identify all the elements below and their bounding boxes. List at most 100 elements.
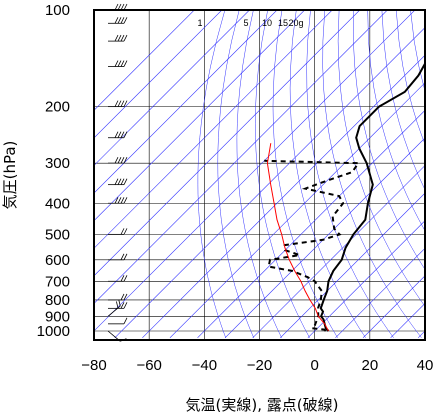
dry-adiabat-line: [367, 10, 425, 232]
barb-feather: [120, 34, 125, 42]
barb-feather: [117, 100, 122, 107]
wind-barb: [108, 178, 128, 186]
y-tick-label: 900: [45, 308, 70, 325]
barb-feather: [120, 302, 125, 309]
wind-barb: [108, 131, 128, 139]
wind-barb: [108, 253, 128, 261]
barb-feather: [114, 60, 119, 67]
barb-feather: [116, 301, 119, 309]
barb-feather: [123, 197, 128, 204]
dry-adiabat-line: [337, 10, 425, 307]
y-tick-label: 500: [45, 226, 70, 243]
wind-barb: [108, 302, 128, 309]
barb-feather: [114, 178, 119, 185]
isotherm-line: [114, 27, 425, 339]
isotherm-line: [94, 10, 388, 304]
temperature-line: [319, 61, 425, 332]
wind-barb: [108, 156, 128, 164]
isotherm-line: [94, 10, 278, 194]
y-tick-label: 800: [45, 292, 70, 309]
x-axis-title: 気温(実線), 露点(破線): [186, 396, 339, 412]
isotherm-line: [94, 10, 333, 249]
dry-adiabat-line: [424, 10, 425, 14]
dry-adiabat-line: [381, 10, 425, 191]
wind-barb: [108, 60, 128, 67]
isotherm-line: [94, 10, 223, 139]
barb-feather: [120, 60, 125, 67]
barb-feather: [123, 156, 128, 164]
dry-adiabat-line: [236, 10, 282, 338]
barb-feather: [120, 197, 125, 204]
barb-feather: [123, 317, 128, 325]
barb-feather: [120, 293, 125, 301]
barb-feather: [123, 253, 128, 260]
barb-feather: [117, 17, 122, 24]
barb-feather: [118, 299, 121, 307]
x-tick-labels: −80 −60 −40 −20 0 20 40: [81, 357, 433, 374]
barb-feather: [123, 228, 128, 235]
y-tick-label: 700: [45, 273, 70, 290]
isotherm-line: [142, 54, 425, 339]
barb-feather: [114, 131, 119, 138]
barb-feather: [123, 293, 128, 301]
barb-shaft: [107, 305, 121, 317]
dry-adiabat-line: [395, 10, 425, 145]
barb-feather: [117, 178, 122, 185]
dry-adiabat-line: [197, 10, 226, 338]
wind-barb: [108, 275, 128, 282]
y-tick-label: 300: [45, 155, 70, 172]
series-layer: [264, 61, 425, 332]
isotherm-lines: [94, 10, 425, 339]
wind-barb: [108, 197, 128, 204]
barb-feather: [123, 60, 128, 67]
dry-adiabat-line: [217, 10, 254, 338]
dry-adiabat-line: [289, 10, 366, 338]
y-tick-label: 100: [45, 2, 70, 19]
barb-feather: [117, 34, 122, 42]
dry-adiabat-line: [353, 10, 425, 270]
barb-feather: [123, 178, 128, 185]
mixing-ratio-labels: 1 5 10 15 20g: [197, 18, 303, 28]
barb-feather: [123, 302, 128, 309]
isotherm-line: [335, 247, 425, 339]
barb-feather: [120, 228, 125, 235]
barb-feather: [114, 100, 119, 107]
barb-feather: [120, 156, 125, 164]
parcel-line: [266, 143, 329, 332]
x-tick-label: −60: [136, 357, 161, 374]
mixing-ratio-label: 15: [278, 18, 288, 28]
isotherm-line: [94, 10, 195, 111]
plot-frame: [93, 9, 426, 341]
isotherm-line: [252, 165, 425, 339]
dry-adiabat-line: [255, 10, 310, 338]
dry-adiabat-line: [306, 10, 394, 338]
barb-feather: [120, 100, 125, 107]
mixing-ratio-label: 5: [243, 18, 248, 28]
barb-feather: [114, 156, 119, 164]
wind-barb: [108, 228, 128, 235]
barb-feather: [117, 60, 122, 67]
isotherm-line: [94, 10, 416, 332]
isotherm-line: [362, 275, 425, 339]
y-tick-label: 200: [45, 99, 70, 116]
barb-feather: [123, 17, 128, 24]
x-tick-label: −80: [81, 357, 106, 374]
mixing-ratio-label: 1: [197, 18, 202, 28]
barb-feather: [114, 17, 119, 24]
x-tick-label: 0: [310, 357, 318, 374]
y-tick-label: 600: [45, 252, 70, 269]
x-tick-label: 40: [417, 357, 434, 374]
isotherm-line: [417, 330, 425, 339]
wind-barb: [108, 317, 128, 325]
isotherm-line: [280, 192, 425, 339]
wind-barb: [108, 100, 128, 108]
wind-barb: [108, 17, 128, 24]
wind-barbs: [107, 3, 128, 342]
y-tick-label: 1000: [37, 323, 70, 340]
dry-adiabat-line: [410, 10, 425, 92]
barb-feather: [114, 197, 119, 204]
barb-feather: [120, 131, 125, 138]
isotherm-line: [94, 10, 361, 277]
